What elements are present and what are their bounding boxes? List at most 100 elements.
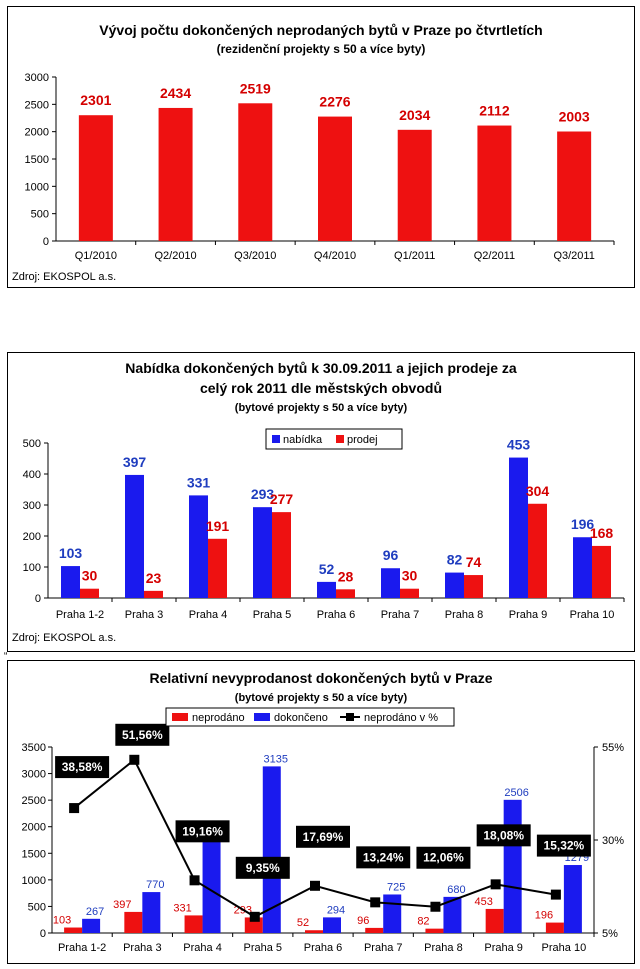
chart3-data-label: 52: [297, 917, 309, 929]
chart3-legend-swatch: [254, 713, 270, 721]
chart2-source: Zdroj: EKOSPOL a.s.: [12, 632, 116, 644]
chart1-data-label: 2301: [80, 92, 111, 108]
chart3-y-tick-label: 1000: [22, 875, 46, 887]
chart2-data-label: 293: [251, 486, 275, 502]
chart3-pct-callout: [235, 856, 290, 879]
chart3-bar-neprodano: [425, 928, 444, 933]
chart3-pct-label: 19,16%: [182, 824, 223, 838]
chart2-x-tick-label: Praha 10: [570, 609, 615, 621]
chart2-data-label: 30: [402, 568, 418, 584]
chart2-data-label: 82: [447, 552, 463, 568]
chart3-data-label: 331: [173, 902, 191, 914]
chart3-legend-label: neprodáno: [192, 712, 245, 724]
chart1-x-tick-label: Q3/2011: [553, 250, 594, 262]
chart2-legend-swatch: [272, 435, 280, 443]
chart3-subtitle: (bytové projekty s 50 a více byty): [235, 692, 408, 704]
chart2-data-label: 196: [571, 516, 595, 532]
chart1-bar: [238, 103, 273, 241]
chart2-title-line2: celý rok 2011 dle městských obvodů: [200, 380, 442, 396]
chart2-y-tick-label: 100: [23, 562, 41, 574]
chart1-y-tick-label: 500: [31, 209, 49, 221]
chart3-y-tick-label: 2500: [22, 795, 46, 807]
chart3-bar-neprodano: [545, 922, 564, 933]
chart2-y-tick-label: 400: [23, 469, 41, 481]
chart2-subtitle: (bytové projekty s 50 a více byty): [235, 402, 408, 414]
chart3-bar-neprodano: [184, 915, 203, 933]
chart2-x-tick-label: Praha 8: [445, 609, 484, 621]
chart3-line-marker: [550, 889, 561, 900]
chart2-y-tick-label: 500: [23, 438, 41, 450]
chart1-source: Zdroj: EKOSPOL a.s.: [12, 271, 116, 283]
chart3-bar-dokonceno: [202, 841, 221, 933]
chart3-line-marker: [490, 879, 501, 890]
chart3-y2-tick-label: 5%: [602, 928, 618, 940]
chart3-x-tick-label: Praha 7: [364, 942, 403, 954]
chart2-y-tick-label: 300: [23, 500, 41, 512]
chart1-bar: [318, 116, 352, 241]
chart2-x-tick-label: Praha 9: [509, 609, 548, 621]
chart3-y-tick-label: 3500: [22, 742, 46, 754]
chart3-x-tick-label: Praha 8: [424, 942, 463, 954]
chart3-pct-label: 15,32%: [544, 839, 585, 853]
chart3-x-tick-label: Praha 3: [123, 942, 162, 954]
chart3-data-label: 453: [474, 896, 492, 908]
chart2-bar-prodej: [208, 538, 227, 598]
chart3-legend-label: neprodáno v %: [364, 712, 438, 724]
chart1-bar: [477, 125, 512, 241]
chart3-pct-callout: [175, 820, 230, 843]
chart1-x-tick-label: Q2/2010: [154, 250, 196, 262]
chart3-y-tick-label: 500: [28, 901, 46, 913]
chart3-bar-neprodano: [365, 927, 384, 933]
chart3-x-tick-label: Praha 1-2: [58, 942, 106, 954]
chart3-data-label: 2506: [504, 787, 528, 799]
chart1-x-tick-label: Q4/2010: [314, 250, 356, 262]
chart3-pct-label: 18,08%: [483, 828, 524, 842]
chart3-bar-neprodano: [305, 930, 323, 933]
stray-mark: “: [4, 651, 8, 662]
chart3-line-marker: [129, 754, 140, 765]
chart3-pct-callout: [55, 756, 110, 779]
chart2-x-tick-label: Praha 5: [253, 609, 292, 621]
chart3-data-label: 96: [357, 915, 369, 927]
chart3-data-label: 103: [53, 915, 71, 927]
chart2-bar-prodej: [272, 512, 291, 598]
chart2-bar-prodej: [528, 503, 547, 598]
chart2-bar-prodej: [592, 545, 611, 598]
chart1-x-tick-label: Q1/2011: [394, 250, 435, 262]
chart1-title: Vývoj počtu dokončených neprodaných bytů…: [99, 22, 542, 38]
chart3-data-label: 196: [535, 910, 553, 922]
chart2-x-tick-label: Praha 7: [381, 609, 420, 621]
chart1-y-tick-label: 2000: [25, 127, 49, 139]
chart1-bar: [78, 115, 113, 241]
chart1-data-label: 2434: [160, 85, 191, 101]
chart-quarterly-unsold-svg: Vývoj počtu dokončených neprodaných bytů…: [12, 22, 615, 283]
chart3-legend-line-marker: [346, 713, 354, 721]
chart3-pct-callout: [296, 825, 350, 848]
chart3-line-marker: [249, 911, 260, 922]
chart2-bar-prodej: [144, 590, 163, 598]
chart1-data-label: 2034: [399, 107, 430, 123]
chart2-data-label: 96: [383, 547, 399, 563]
chart2-x-tick-label: Praha 6: [317, 609, 356, 621]
chart2-data-label: 331: [187, 474, 211, 490]
chart2-bar-prodej: [336, 589, 355, 598]
chart3-line-marker: [430, 901, 441, 912]
chart1-y-tick-label: 2500: [25, 99, 49, 111]
chart1-y-tick-label: 1000: [25, 181, 49, 193]
chart3-pct-callout: [356, 846, 411, 869]
chart1-x-tick-label: Q2/2011: [474, 250, 515, 262]
chart2-data-label: 397: [123, 454, 147, 470]
chart1-data-label: 2003: [559, 109, 590, 125]
chart2-bar-nabidka: [445, 572, 464, 598]
chart3-bar-neprodano: [64, 927, 83, 933]
chart3-legend-swatch: [172, 713, 188, 721]
chart2-data-label: 103: [59, 545, 83, 561]
chart2-bar-nabidka: [381, 568, 400, 598]
chart3-bar-dokonceno: [82, 918, 101, 933]
chart1-y-tick-label: 3000: [25, 72, 49, 84]
chart1-x-tick-label: Q1/2010: [75, 250, 117, 262]
chart1-bar: [158, 107, 193, 241]
chart-district-supply-sales-svg: Nabídka dokončených bytů k 30.09.2011 a …: [12, 360, 625, 644]
chart2-bar-nabidka: [573, 537, 592, 598]
chart3-line-marker: [189, 875, 200, 886]
